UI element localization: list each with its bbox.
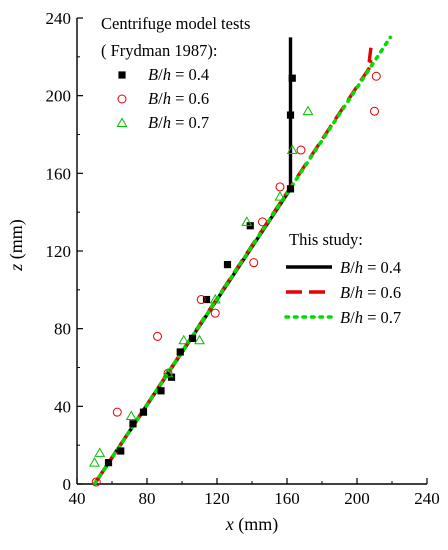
legend-experiment-subtitle: ( Frydman 1987): [101,41,217,60]
legend-study-entry-part: / [350,308,355,327]
data-point-open-circle [249,258,259,268]
data-point-open-circle [196,295,206,305]
legend-study-entry-part: B [340,308,350,327]
legend-experiment-entry-part: = 0.6 [171,89,209,108]
y-tick-label: 160 [46,164,72,183]
y-tick-label: 0 [63,475,72,494]
x-tick-label: 200 [344,489,370,508]
data-point-open-triangle [209,293,221,304]
legend-experiment-entry-part: = 0.4 [171,65,209,84]
y-axis-title-part: (mm) [6,219,27,264]
y-tick-label: 40 [54,397,71,416]
data-point-open-triangle [94,447,106,457]
legend-study-entry-part: h [355,258,363,277]
data-point-open-triangle [162,367,174,378]
legend-experiment-entry: B/h = 0.7 [148,113,209,132]
y-axis-title-part: z [6,264,26,272]
data-point-open-triangle [89,457,100,467]
x-tick-label: 120 [204,489,230,508]
y-axis-title: z (mm) [6,219,27,272]
legend-study-entry: B/h = 0.7 [340,308,401,327]
legend-experiment-entry-part: h [163,113,171,132]
legend-study-entry-part: / [350,258,355,277]
legend-experiment-entry-part: / [158,89,163,108]
data-point-filled-square [286,111,295,119]
data-point-filled-square [176,348,184,356]
legend-study: This study:B/h = 0.4B/h = 0.6B/h = 0.7 [284,230,401,327]
legend-study-entry-part: h [355,308,363,327]
data-point-open-triangle [286,144,298,154]
x-tick-label: 80 [139,489,156,508]
x-axis-title: x (mm) [225,514,279,535]
data-point-open-triangle [178,334,190,345]
legend-marker-open-triangle [116,117,128,127]
x-axis-title-part: x [225,514,234,534]
legend-study-entry: B/h = 0.4 [340,258,401,277]
y-tick-label: 120 [46,242,72,261]
legend-study-entry-part: = 0.4 [363,258,401,277]
legend-study-title: This study: [289,230,363,249]
data-point-open-triangle [302,105,314,116]
data-point-filled-square [139,408,148,416]
data-point-open-circle [91,477,101,487]
legend-experiment-entry: B/h = 0.6 [148,89,209,108]
data-point-filled-square [188,334,197,342]
legend-experiment-entry: B/h = 0.4 [148,65,209,84]
data-point-filled-square [223,260,232,269]
data-point-open-triangle [274,191,286,201]
legend-marker-open-circle [117,94,127,104]
y-tick-label: 200 [46,87,72,106]
legend-experiment-entry-part: B [148,65,158,84]
legend-study-entry-part: B [340,258,350,277]
x-tick-label: 40 [69,489,86,508]
data-point-filled-square [288,74,296,82]
data-point-open-circle [370,106,379,116]
data-point-open-circle [296,145,306,155]
data-point-open-triangle [194,334,205,345]
data-point-open-circle [210,308,220,318]
legend-experiment: Centrifuge model tests( Frydman 1987):B/… [101,14,250,132]
legend-study-entry-part: h [355,283,363,302]
y-tick-label: 240 [46,9,72,28]
legend-experiment-entry-part: / [158,113,163,132]
legend-experiment-entry-part: / [158,65,163,84]
legend-experiment-title: Centrifuge model tests [101,14,250,33]
legend-study-entry-part: = 0.7 [363,308,401,327]
legend-marker-filled-square [118,71,126,79]
x-tick-label: 160 [274,489,300,508]
data-point-open-triangle [241,216,253,226]
legend-experiment-entry-part: h [163,89,171,108]
legend-experiment-entry-part: h [163,65,171,84]
legend-study-entry-part: / [350,283,355,302]
x-tick-label: 240 [414,489,440,508]
legend-study-entry-part: = 0.6 [363,283,401,302]
data-point-open-circle [112,407,122,417]
study-line-dash [93,46,376,485]
data-point-filled-square [104,459,113,467]
data-point-open-circle [258,217,267,227]
legend-study-entry-part: B [340,283,350,302]
data-point-filled-square [157,387,165,395]
data-point-filled-square [286,185,295,193]
x-axis-title-part: (mm) [234,514,279,535]
y-tick-label: 80 [54,320,71,339]
data-point-open-circle [371,71,381,81]
legend-study-entry: B/h = 0.6 [340,283,401,302]
legend-experiment-entry-part: B [148,89,158,108]
data-point-open-circle [153,331,162,341]
legend-experiment-entry-part: B [148,113,158,132]
data-point-filled-square [117,447,125,455]
data-point-filled-square [202,295,211,304]
legend-experiment-entry-part: = 0.7 [171,113,209,132]
data-point-open-triangle [125,410,137,420]
data-point-open-circle [275,182,285,192]
data-point-filled-square [129,420,137,428]
